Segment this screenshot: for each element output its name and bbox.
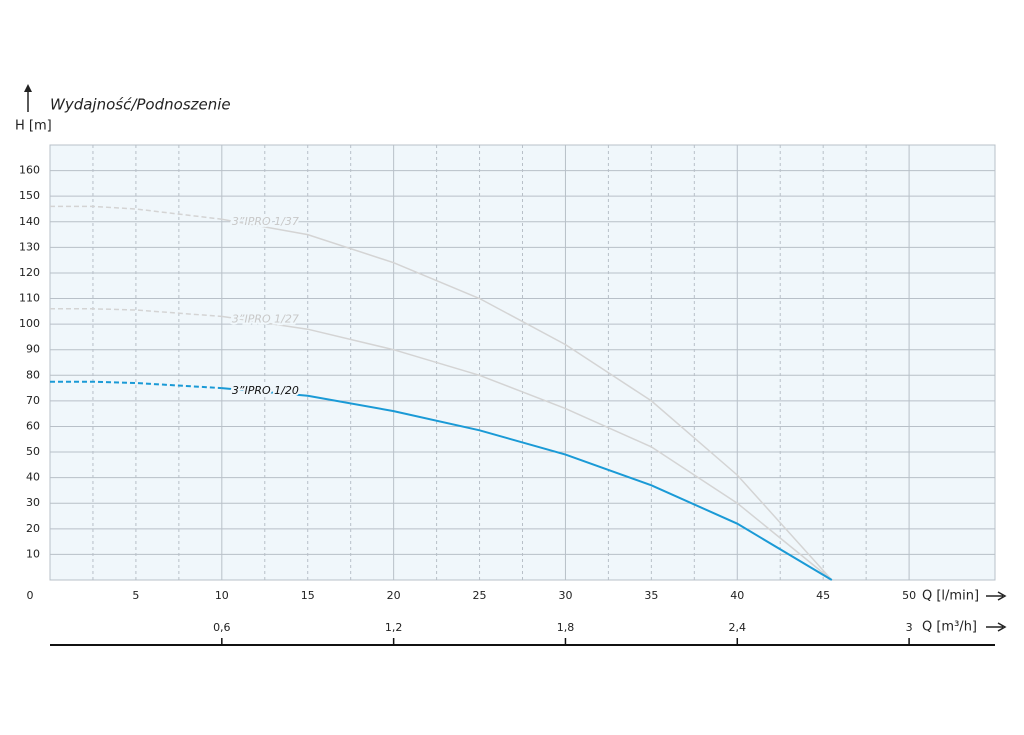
- x-tick-label: 40: [730, 589, 744, 602]
- x-tick-label: 20: [387, 589, 401, 602]
- y-tick-label: 140: [19, 215, 40, 228]
- y-tick-label: 50: [26, 445, 40, 458]
- x2-tick-label: 1,2: [385, 621, 403, 634]
- x-tick-label: 30: [558, 589, 572, 602]
- series-line-dashed: [50, 205, 222, 220]
- x2-tick-label: 2,4: [729, 621, 747, 634]
- series-line: [221, 387, 833, 581]
- x-tick-label: 50: [902, 589, 916, 602]
- y-tick-label: 90: [26, 343, 40, 356]
- x-tick-label: 35: [644, 589, 658, 602]
- y-tick-label: 10: [26, 547, 40, 560]
- y-tick-label: 100: [19, 317, 40, 330]
- y-tick-label: 30: [26, 496, 40, 509]
- y-tick-label: 60: [26, 419, 40, 432]
- y-arrow-head: [24, 84, 32, 92]
- series-line-dashed: [50, 308, 222, 318]
- y-tick-label: 40: [26, 471, 40, 484]
- y-tick-label: 160: [19, 164, 40, 177]
- series-label: 3”IPRO 1/27: [232, 312, 299, 325]
- x2-tick-label: 1,8: [557, 621, 575, 634]
- x2-tick-label: 3: [906, 621, 913, 634]
- y-axis-label: H [m]: [15, 119, 52, 134]
- x2-axis-label: Q [m³/h]: [922, 620, 977, 635]
- series-line-dashed: [50, 380, 222, 390]
- series-line: [221, 315, 833, 581]
- y-tick-label: 70: [26, 394, 40, 407]
- x2-arrow: [986, 622, 1007, 632]
- y-tick-label: 120: [19, 266, 40, 279]
- y-tick-label: 80: [26, 368, 40, 381]
- series-label: 3”IPRO 1/20: [232, 384, 299, 397]
- x-tick-label: 25: [473, 589, 487, 602]
- y-tick-label: 150: [19, 189, 40, 202]
- x2-tick-label: 0,6: [213, 621, 231, 634]
- x-tick-label: 15: [301, 589, 315, 602]
- series-line: [221, 218, 833, 581]
- x-tick-label: 0: [27, 589, 34, 602]
- y-tick-label: 20: [26, 522, 40, 535]
- chart-title: Wydajność/Podnoszenie: [50, 96, 231, 114]
- x-axis-label: Q [l/min]: [922, 589, 979, 604]
- series-label: 3”IPRO 1/37: [232, 215, 299, 228]
- y-tick-label: 110: [19, 292, 40, 305]
- x-tick-label: 5: [132, 589, 139, 602]
- x-tick-label: 10: [215, 589, 229, 602]
- x-tick-label: 45: [816, 589, 830, 602]
- x-arrow: [986, 591, 1007, 601]
- y-tick-label: 130: [19, 240, 40, 253]
